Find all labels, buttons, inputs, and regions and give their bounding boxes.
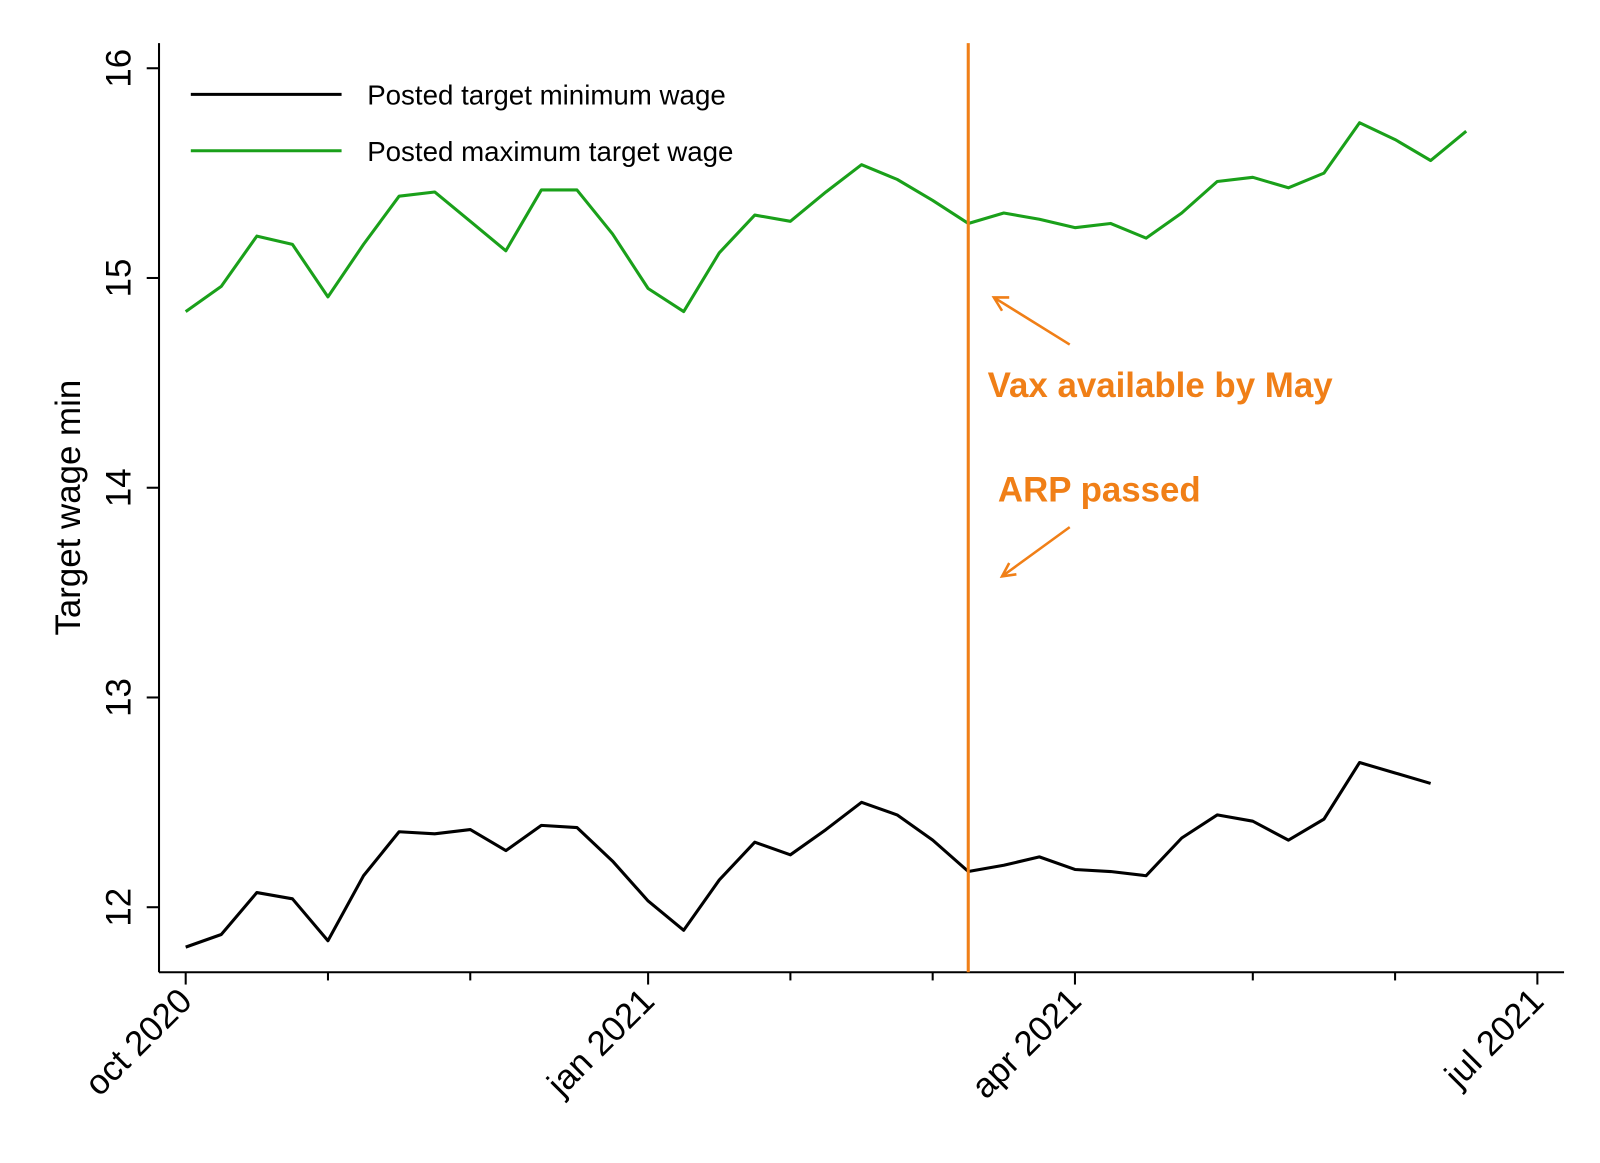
legend-label: Posted target minimum wage xyxy=(367,80,726,111)
arrow xyxy=(1001,526,1071,578)
y-tick-label: 16 xyxy=(99,49,138,88)
x-tick-label: apr 2021 xyxy=(964,981,1089,1106)
y-tick-label: 15 xyxy=(99,259,138,298)
y-tick-label: 12 xyxy=(99,888,138,927)
annotation-arrows xyxy=(991,296,1071,579)
arrow xyxy=(993,296,1071,346)
series-line xyxy=(185,760,1432,949)
series-line xyxy=(184,121,1468,314)
y-tick-label: 13 xyxy=(99,678,138,717)
y-tick-label: 14 xyxy=(99,468,138,507)
y-axis-label: Target wage min xyxy=(49,380,88,636)
arrow-head xyxy=(991,296,1010,312)
legend: Posted target minimum wage Posted maximum… xyxy=(190,80,733,167)
legend-label: Posted maximum target wage xyxy=(367,136,733,167)
annotation: Vax available by May xyxy=(988,366,1334,405)
x-tick-label: jul 2021 xyxy=(1437,981,1552,1096)
plot-area: 12 13 14 15 16 oct 2020 jan 2021 apr 2021 jul 20… xyxy=(77,43,1565,1106)
annotation: ARP passed xyxy=(998,471,1201,510)
arrow-head xyxy=(999,562,1017,579)
x-tick-label: oct 2020 xyxy=(77,981,199,1103)
x-tick-label: jan 2021 xyxy=(539,981,662,1104)
